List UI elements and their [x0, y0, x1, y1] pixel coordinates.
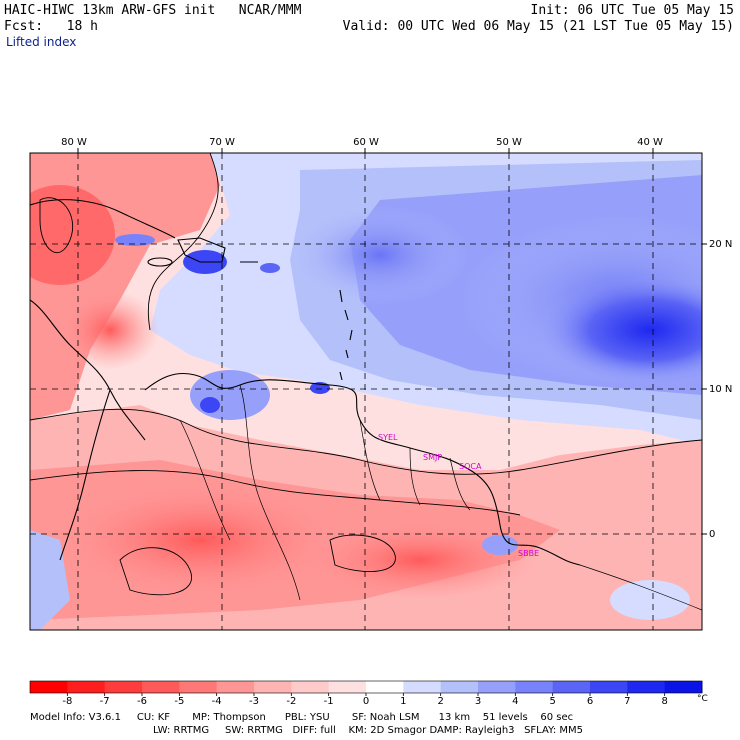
colorbar-tick-label: 0: [362, 696, 370, 707]
colorbar-tick-label: 3: [474, 696, 482, 707]
colorbar-swatch: [403, 681, 442, 693]
colorbar-swatch: [328, 681, 367, 693]
colorbar-swatch: [440, 681, 479, 693]
colorbar-tick-label: -8: [62, 696, 73, 707]
colorbar-tick-label: 6: [586, 696, 594, 707]
contour-lines: [30, 153, 702, 596]
colorbar-swatch: [67, 681, 106, 693]
station-label-soca: SOCA: [459, 462, 482, 471]
footer-physics-info: LW: RRTMG SW: RRTMG DIFF: full KM: 2D Sm…: [153, 725, 583, 736]
colorbar-swatch: [552, 681, 591, 693]
map-frame: [29, 152, 703, 631]
colorbar-swatch: [664, 681, 703, 693]
station-label-syel: SYEL: [378, 433, 398, 442]
colorbar-tick-label: -4: [211, 696, 222, 707]
station-label-sbbe: SBBE: [518, 549, 539, 558]
colorbar-tick-label: 2: [437, 696, 444, 707]
lon-label-80w: 80 W: [61, 137, 87, 148]
colorbar-swatch: [142, 681, 180, 693]
colorbar-tick-label: 1: [400, 696, 407, 707]
colorbar-tick-label: -2: [286, 696, 297, 707]
colorbar-swatch: [590, 681, 628, 693]
colorbar-tick-label: -5: [174, 696, 185, 707]
coastlines: [30, 199, 702, 611]
lon-label-70w: 70 W: [209, 137, 235, 148]
colorbar-swatch: [104, 681, 143, 693]
colorbar-unit: °C: [697, 694, 708, 704]
forecast-hour: Fcst: 18 h: [4, 19, 98, 34]
colorbar-swatch: [478, 681, 516, 693]
colorbar-tick-label: 8: [661, 696, 668, 707]
colorbar-swatch: [366, 681, 404, 693]
colorbar-tick-label: 7: [624, 696, 631, 707]
colorbar-swatch: [627, 681, 666, 693]
graticule: [30, 153, 702, 630]
colorbar-tick-label: 5: [549, 696, 556, 707]
colorbar-swatch: [291, 681, 330, 693]
map-title: HAIC-HIWC 13km ARW-GFS init NCAR/MMM: [4, 3, 302, 18]
colorbar: [29, 680, 703, 696]
colorbar-swatch: [216, 681, 255, 693]
colorbar-tick-label: -1: [323, 696, 334, 707]
colorbar-swatch: [179, 681, 218, 693]
lon-label-50w: 50 W: [496, 137, 522, 148]
colorbar-tick-label: -3: [249, 696, 259, 707]
colorbar-swatch: [30, 681, 68, 693]
colorbar-tick-label: -7: [99, 696, 110, 707]
lat-label-20n: 20 N: [709, 239, 732, 250]
colorbar-swatch: [515, 681, 554, 693]
footer-model-info: Model Info: V3.6.1 CU: KF MP: Thompson P…: [30, 712, 574, 723]
field-name: Lifted index: [6, 35, 77, 49]
init-time: Init: 06 UTC Tue 05 May 15: [530, 3, 735, 18]
colorbar-tick-label: -6: [137, 696, 147, 707]
lat-label-0: 0: [709, 529, 715, 540]
lat-label-10n: 10 N: [709, 384, 732, 395]
frame-ticks: [77, 148, 707, 535]
station-label-smjp: SMJP: [423, 453, 442, 462]
lon-label-40w: 40 W: [637, 137, 663, 148]
field-shading: [30, 153, 702, 630]
valid-time: Valid: 00 UTC Wed 06 May 15 (21 LST Tue …: [342, 19, 734, 34]
lon-label-60w: 60 W: [353, 137, 379, 148]
colorbar-swatch: [254, 681, 292, 693]
colorbar-tick-label: 4: [512, 696, 519, 707]
